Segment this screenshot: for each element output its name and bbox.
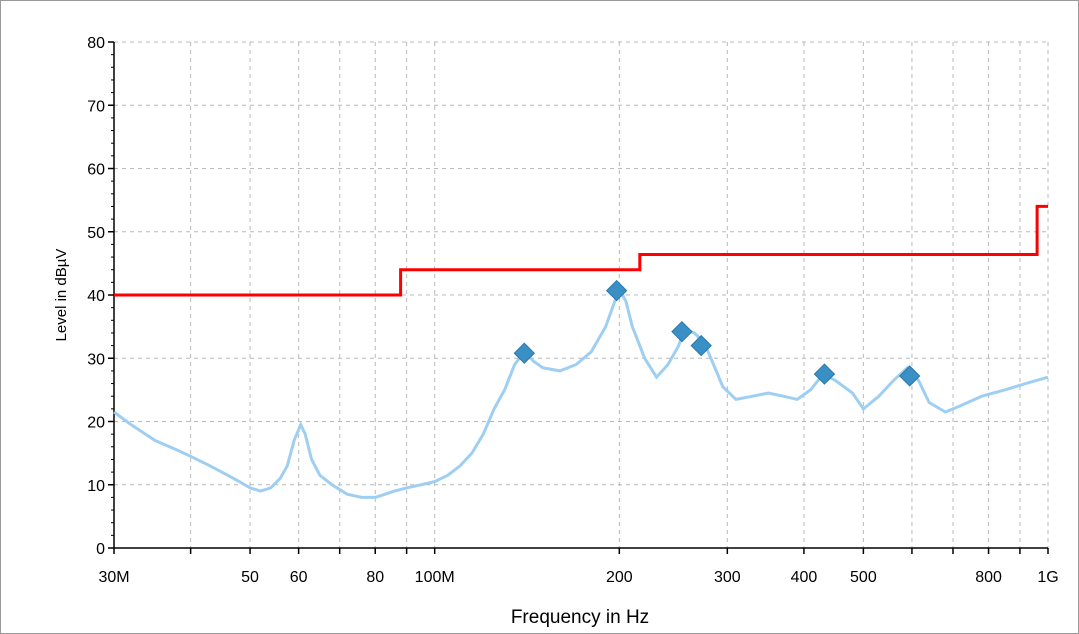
y-tick-label: 40 [87,288,105,305]
x-tick-label: 100M [415,569,455,586]
tick-labels: 0 10 20 30 40 50 60 70 80 30M 50 60 80 100M 200 300 400 5… [87,35,1058,586]
x-tick-label: 1G [1037,569,1058,586]
y-tick-label: 20 [87,415,105,432]
limit-line [114,204,1048,297]
peak-marker [690,334,712,357]
plot-series [113,204,1049,499]
peak-marker [605,279,628,302]
y-axis-label: Level in dBµV [53,249,70,342]
y-tick-label: 70 [87,98,105,115]
peak-marker [899,365,921,387]
x-axis-label: Frequency in Hz [511,607,649,628]
y-tick-label: 50 [87,225,105,242]
y-tick-label: 10 [87,478,105,495]
y-tick-label: 0 [96,541,105,558]
measured-trace [113,284,1049,499]
x-tick-label: 30M [98,569,129,586]
y-tick-label: 30 [87,351,105,368]
x-tick-label: 500 [850,569,877,586]
x-tick-label: 400 [791,569,818,586]
axes [108,41,1049,554]
x-tick-label: 60 [290,569,308,586]
peak-marker [671,320,693,343]
grid [114,41,1049,548]
y-tick-label: 80 [87,35,105,52]
x-tick-label: 50 [241,569,259,586]
x-tick-label: 80 [366,569,384,586]
x-tick-label: 800 [975,569,1002,586]
peak-marker [813,363,836,385]
x-tick-label: 300 [714,569,741,586]
peak-marker [513,342,536,364]
plot-markers [513,279,921,387]
x-tick-label: 200 [606,569,633,586]
y-tick-label: 60 [87,162,105,179]
